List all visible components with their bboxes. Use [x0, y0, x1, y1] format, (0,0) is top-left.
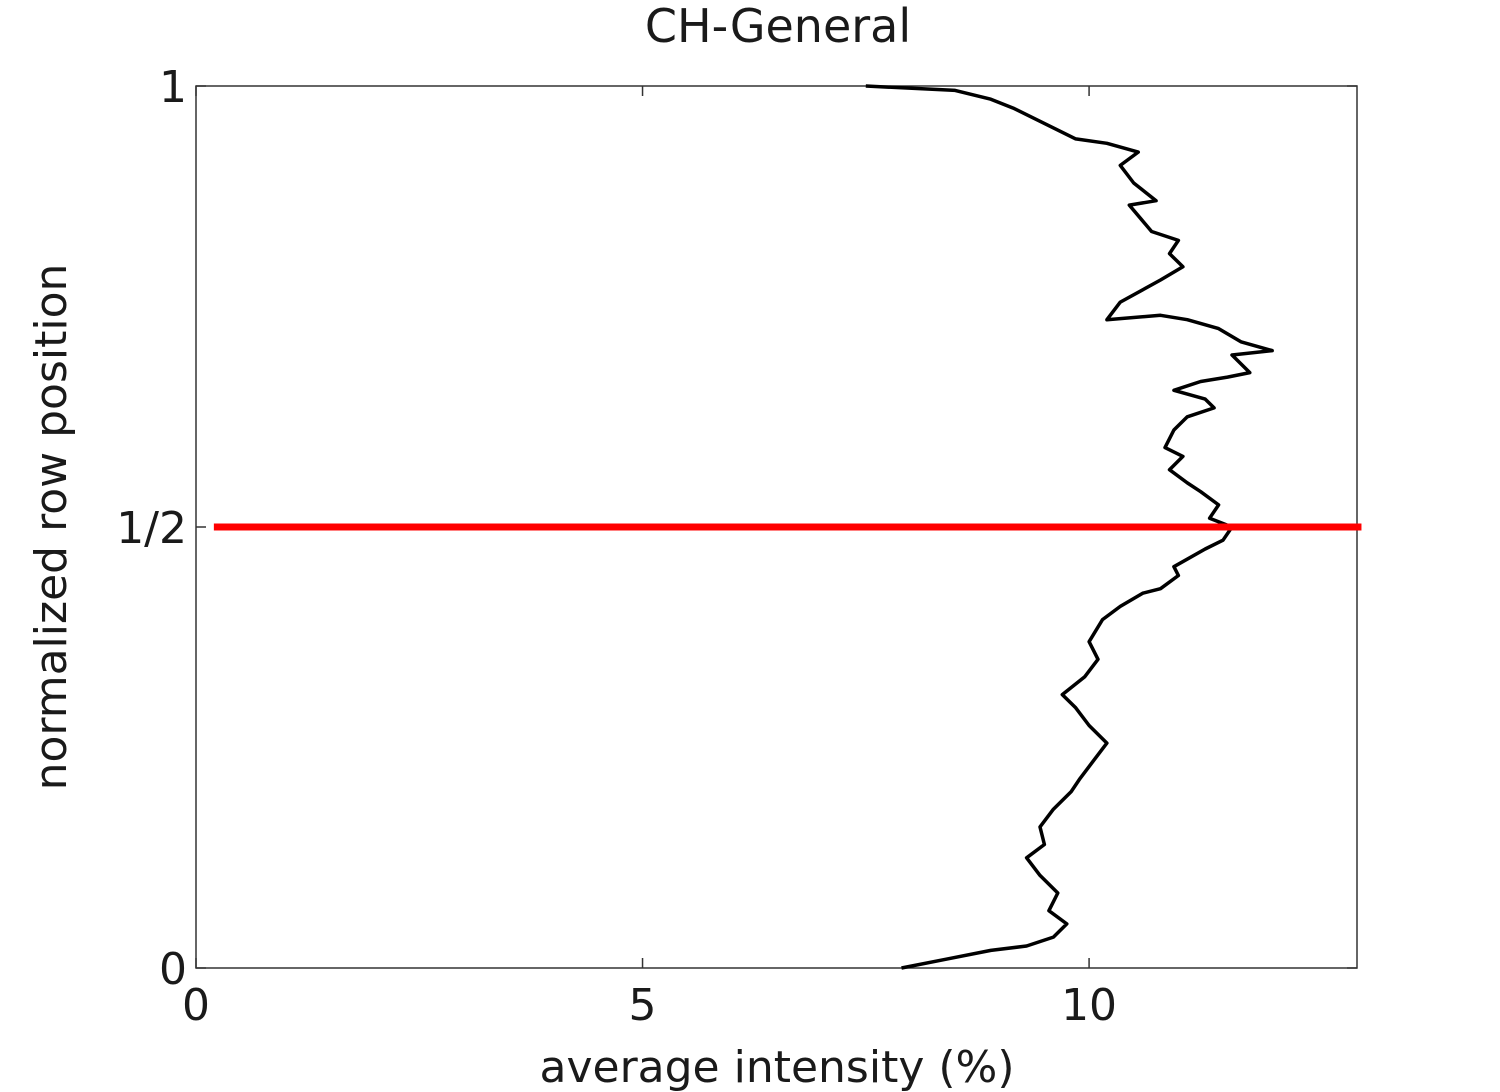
- x-axis-label: average intensity (%): [540, 1042, 1015, 1092]
- series-line-0: [865, 84, 1274, 970]
- x-axis: 0 5 10: [182, 86, 1117, 1031]
- chart-title: CH-General: [645, 0, 911, 53]
- y-axis: 0 1/2 1: [116, 62, 1357, 995]
- series-layer: [213, 84, 1362, 970]
- y-tick-label-1: 1/2: [116, 503, 187, 554]
- y-axis-label: normalized row position: [26, 264, 77, 791]
- y-tick-label-2: 1: [159, 62, 187, 113]
- x-tick-label-2: 10: [1061, 980, 1117, 1031]
- y-tick-label-0: 0: [159, 944, 187, 995]
- x-tick-label-0: 0: [182, 980, 210, 1031]
- x-tick-label-1: 5: [629, 980, 657, 1031]
